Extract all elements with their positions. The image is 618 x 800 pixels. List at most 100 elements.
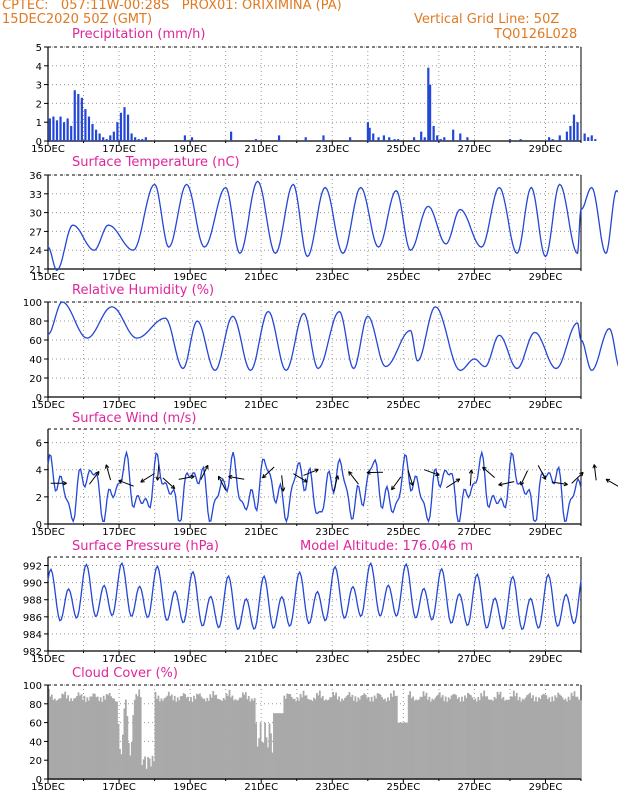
cloud-bar [480, 693, 483, 779]
cloud-bar [449, 699, 452, 779]
wind-arrowhead [155, 476, 160, 481]
precip-bar [466, 137, 469, 141]
precip-bar [91, 124, 94, 141]
precip-bar [459, 133, 462, 141]
cloud-bar [432, 700, 435, 779]
x-tick-label: 21DEC [244, 144, 278, 155]
y-tick-label: 992 [23, 562, 42, 573]
precip-bar [565, 131, 568, 141]
cloud-bar [87, 700, 90, 779]
cloud-bar [395, 695, 398, 779]
wind-arrow [333, 475, 339, 492]
cloud-bar [199, 693, 201, 779]
temperature-line [47, 180, 618, 272]
wind-arrowhead [542, 475, 547, 480]
cloud-bar [434, 697, 437, 779]
precip-bar [572, 114, 576, 141]
cloud-bar [191, 701, 194, 779]
precip-bar [94, 129, 98, 141]
wind-speed-line [47, 449, 582, 524]
wind-arrow [262, 466, 275, 479]
cloud-bar [472, 699, 475, 779]
cloud-bar [200, 696, 203, 779]
cloud-bar [213, 695, 216, 779]
cloud-bar [119, 748, 121, 779]
cloud-bar [276, 713, 278, 779]
header-line2: 15DEC2020 50Z (GMT) [2, 12, 153, 27]
precip-bar [397, 139, 400, 141]
wind-arrow [200, 465, 209, 480]
cloud-bar [536, 701, 539, 779]
cloud-bar [431, 698, 434, 779]
cloud-bar [406, 722, 409, 779]
y-tick-label: 2 [36, 99, 42, 110]
cloud-bar [105, 694, 108, 779]
cloud-bar [127, 743, 130, 779]
cloud-bar [160, 698, 163, 779]
cloud-bar [225, 693, 228, 779]
cloud-bar [173, 695, 176, 779]
wind-arrow [218, 475, 227, 491]
y-tick-label: 36 [29, 171, 42, 182]
cloud-bar [339, 701, 342, 779]
cloud-bar [315, 692, 318, 779]
humidity-line [47, 301, 618, 372]
cloud-bar [527, 694, 530, 779]
cloud-bar [461, 696, 463, 779]
precip-bar [519, 139, 522, 141]
cloud-bar [98, 700, 101, 779]
header-line1: CPTEC: 057:11W-00:28S PROX01: ORIXIMINA … [2, 0, 342, 13]
wind-arrowhead [204, 464, 209, 470]
cloud-bar [501, 698, 503, 779]
wind-arrowhead [409, 481, 414, 486]
cloud-bar [348, 692, 351, 779]
y-tick-label: 4 [36, 466, 42, 477]
precip-bar [109, 135, 112, 141]
y-tick-label: 984 [23, 630, 42, 641]
cloud-bar [409, 691, 412, 779]
precip-bar [349, 137, 352, 141]
wind-arrow [551, 481, 568, 486]
wind-arrowhead [261, 473, 267, 479]
cloud-bar [163, 698, 166, 779]
precip-bar [116, 122, 119, 141]
cloud-bar [203, 698, 206, 779]
x-tick-label: 27DEC [458, 144, 492, 155]
cloud-bar [443, 701, 446, 779]
cloud-bar [400, 722, 403, 779]
cloud-bar [95, 697, 98, 779]
x-tick-label: 29DEC [529, 400, 563, 411]
cloud-bar [435, 695, 438, 779]
y-tick-label: 100 [23, 298, 42, 309]
precip-bar [377, 137, 380, 141]
wind-arrowhead [520, 481, 525, 486]
x-tick-label: 15DEC [31, 654, 65, 665]
cloud-bar [172, 700, 175, 779]
cloud-bar [236, 700, 238, 779]
wind-arrowhead [228, 474, 233, 480]
cloud-bar [295, 701, 298, 779]
cloud-bar [397, 722, 400, 779]
cloud-bar [68, 701, 71, 779]
cloud-bar [370, 696, 373, 779]
cloud-bar [59, 698, 62, 779]
cloud-bar [549, 701, 552, 779]
cloud-bar [99, 697, 102, 779]
panel-title-precip: Precipitation (mm/h) [72, 27, 206, 42]
cloud-bar [284, 698, 287, 779]
cloud-bar [159, 701, 161, 779]
x-tick-label: 21DEC [244, 527, 278, 538]
cloud-bar [126, 716, 129, 779]
cloud-bar [530, 697, 533, 779]
cloud-bar [564, 698, 567, 779]
cloud-bar [224, 699, 226, 779]
cloud-bar [468, 694, 471, 779]
cloud-bar [228, 689, 231, 779]
cloud-bar [176, 697, 179, 779]
x-tick-label: 23DEC [315, 400, 349, 411]
wind-arrow [228, 475, 245, 480]
cloud-bar [290, 696, 293, 779]
cloud-bar [76, 696, 78, 779]
cloud-bar [335, 692, 338, 779]
y-tick-label: 60 [29, 336, 42, 347]
